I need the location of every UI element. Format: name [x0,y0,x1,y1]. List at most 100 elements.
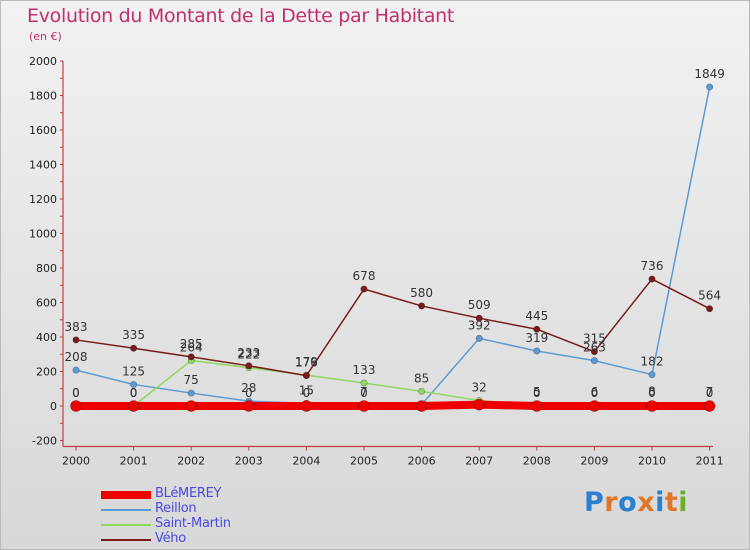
data-label: 509 [468,298,491,312]
y-tick-label: 1400 [29,159,57,172]
x-tick-label: 2009 [580,455,608,468]
data-point-reillon [475,334,483,342]
data-point-v-ho [187,353,195,361]
series-line-saint-martin [76,359,710,407]
y-tick-label: 0 [50,400,57,413]
data-label: 0 [360,386,368,400]
data-label: 5 [533,385,541,399]
data-point-bl-merey [415,400,428,412]
y-tick-label: 1200 [29,193,57,206]
data-label: 32 [472,380,487,394]
legend-swatch-reillon [101,509,151,511]
logo-letter: P [584,487,605,518]
x-tick-label: 2010 [638,455,666,468]
data-label: 0 [303,386,311,400]
logo-letter: i [678,487,689,518]
data-label: 176 [295,356,318,370]
proxiti-logo: Proxiti [584,487,688,518]
data-label: 182 [641,355,664,369]
data-point-v-ho [72,336,80,344]
data-label: 678 [353,269,376,283]
data-point-reillon [187,389,195,397]
y-tick-label: 800 [36,262,57,275]
data-point-bl-merey [588,400,601,412]
data-label: 392 [468,318,491,332]
data-label: 580 [410,286,433,300]
series-line-v-ho [75,278,710,377]
data-label: 285 [180,337,203,351]
data-point-v-ho [245,362,253,370]
y-tick-label: 1000 [29,228,57,241]
data-label: 7 [706,385,714,399]
data-label: 383 [65,320,88,334]
series-line-bl-merey [76,400,710,410]
y-tick-label: -200 [32,435,57,448]
legend-label-veho: Vého [155,531,186,546]
data-label: 6 [591,385,599,399]
data-label: 0 [130,386,138,400]
data-point-bl-merey [358,400,370,412]
data-label: 15 [299,383,314,397]
data-label: 222 [237,348,260,362]
data-point-v-ho [590,348,598,356]
data-label: 315 [583,332,606,346]
legend-label-reillon: Reillon [155,501,197,516]
series-line-reillon [75,86,711,406]
data-point-bl-merey [473,398,486,411]
legend-item-blemerey: BLéMEREY [101,486,301,502]
data-point-v-ho [648,275,656,283]
data-label: 0 [706,386,714,400]
data-point-saint-martin [418,387,426,395]
data-point-bl-merey [185,400,197,412]
data-point-bl-merey [243,400,255,412]
data-label: 85 [414,371,429,385]
data-label: 264 [180,340,203,354]
x-tick-label: 2004 [292,455,320,468]
data-point-saint-martin [360,379,368,387]
data-label: 445 [525,309,548,323]
data-point-v-ho [302,372,310,380]
y-tick-label: 2000 [29,55,57,68]
data-point-v-ho [475,314,483,322]
data-label: 8 [648,385,656,399]
data-point-reillon [590,357,598,365]
y-tick-label: 600 [36,297,57,310]
data-point-reillon [72,366,80,374]
legend-swatch-blemerey [101,491,151,499]
x-tick-label: 2007 [465,455,493,468]
x-tick-label: 2000 [62,455,90,468]
x-tick-label: 2001 [120,455,148,468]
data-label: 208 [65,350,88,364]
data-label: 0 [72,386,80,400]
data-label: 75 [184,373,199,387]
x-tick-label: 2006 [408,455,436,468]
data-label: 0 [72,386,80,400]
line-chart: -200020040060080010001200140016001800200… [29,55,725,468]
data-point-v-ho [130,344,138,352]
x-tick-label: 2008 [523,455,551,468]
data-label: 179 [295,355,318,369]
data-point-bl-merey [646,400,658,412]
data-label: 28 [241,381,256,395]
data-point-bl-merey [703,400,716,412]
chart-title: Evolution du Montant de la Dette par Hab… [27,5,455,27]
logo-letter: x [637,487,656,518]
data-label: 319 [525,331,548,345]
data-label: 1849 [694,67,725,81]
logo-letter: i [655,487,665,518]
y-tick-label: 1800 [29,90,57,103]
data-point-v-ho [418,302,426,310]
x-tick-label: 2011 [696,455,724,468]
x-tick-label: 2005 [350,455,378,468]
data-point-v-ho [706,305,714,313]
data-point-bl-merey [127,400,140,412]
legend-item-reillon: Reillon [101,501,301,517]
data-point-v-ho [360,285,368,293]
data-label: 263 [583,341,606,355]
data-point-bl-merey [530,400,543,412]
data-label: 125 [122,364,145,378]
data-label: 335 [122,328,145,342]
y-tick-label: 200 [36,366,57,379]
x-tick-label: 2002 [177,455,205,468]
legend-label-saint-martin: Saint-Martin [155,516,231,531]
